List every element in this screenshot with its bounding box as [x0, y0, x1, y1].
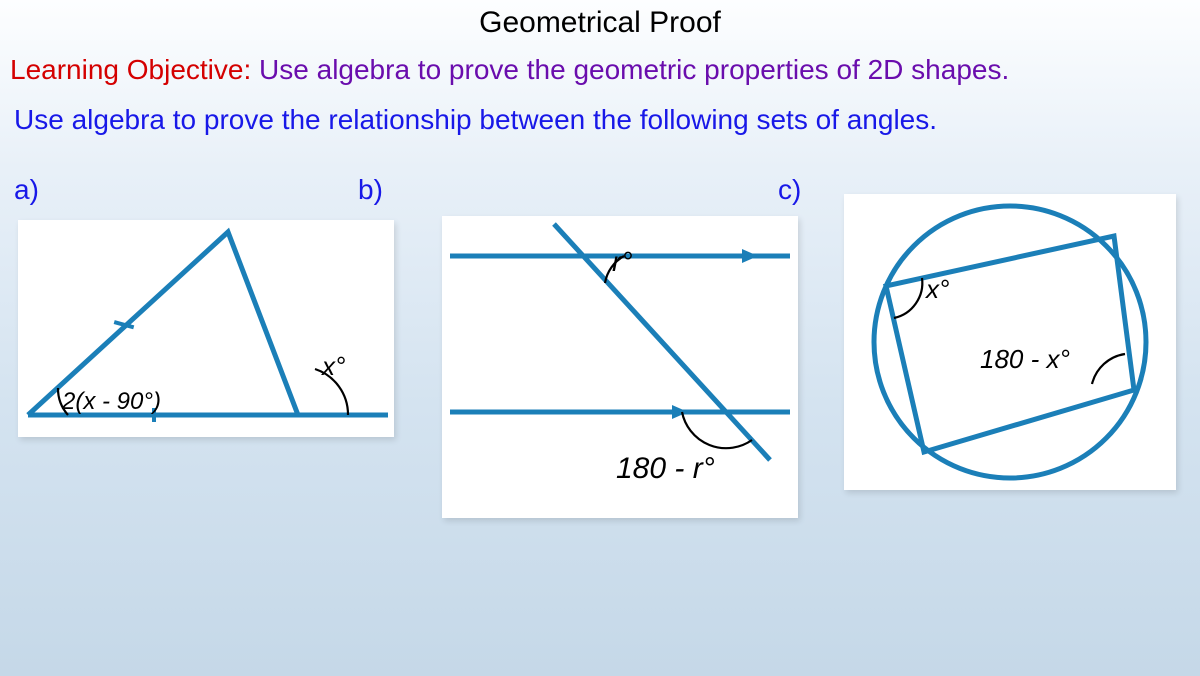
- diagram-b: r° 180 - r°: [442, 216, 798, 518]
- diagram-a: 2(x - 90°) x°: [18, 220, 394, 437]
- objective-label: Learning Objective:: [10, 54, 251, 85]
- cyclic-svg: [844, 194, 1176, 490]
- part-a-label: a): [14, 174, 39, 206]
- objective-text: Use algebra to prove the geometric prope…: [259, 54, 1009, 85]
- learning-objective: Learning Objective: Use algebra to prove…: [0, 40, 1200, 86]
- part-c-label: c): [778, 174, 801, 206]
- part-b-label: b): [358, 174, 383, 206]
- angle-b-2: 180 - r°: [616, 452, 715, 486]
- angle-b-1: r°: [612, 246, 633, 278]
- instruction-text: Use algebra to prove the relationship be…: [0, 86, 1200, 136]
- angle-a-1: 2(x - 90°): [62, 388, 161, 416]
- page-title: Geometrical Proof: [0, 0, 1200, 40]
- angle-c-1: x°: [926, 274, 949, 305]
- diagram-c: x° 180 - x°: [844, 194, 1176, 490]
- angle-c-2: 180 - x°: [980, 344, 1070, 375]
- angle-a-2: x°: [322, 351, 345, 382]
